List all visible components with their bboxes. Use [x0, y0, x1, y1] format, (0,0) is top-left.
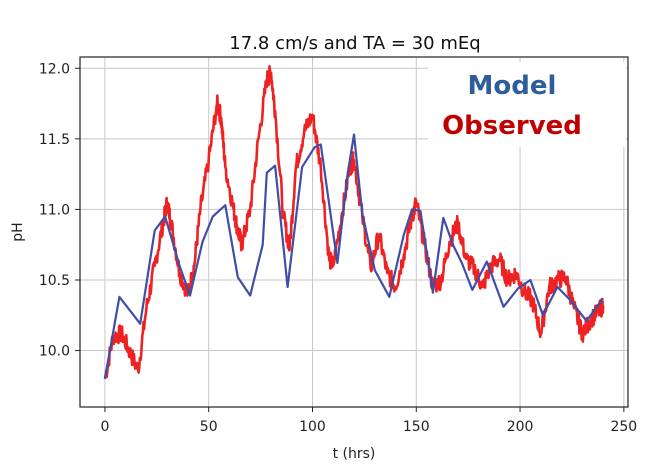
series-observed	[103, 65, 605, 380]
model-line	[103, 133, 604, 379]
chart-title: 17.8 cm/s and TA = 30 mEq	[229, 33, 480, 54]
series-layer	[103, 65, 605, 380]
y-tick-label: 10.0	[39, 344, 70, 360]
x-tick-label: 150	[403, 419, 430, 435]
y-axis-label: pH	[10, 222, 26, 241]
y-tick-label: 11.0	[39, 202, 70, 218]
legend-model: Model	[468, 71, 557, 101]
legend-box	[428, 62, 626, 147]
axis-ticks: 0 50 100 150 200 250 10.0 10.5 11.0 11.5 12.0	[39, 61, 637, 435]
x-tick-label: 50	[200, 419, 218, 435]
series-model	[103, 133, 604, 379]
x-tick-label: 100	[299, 419, 326, 435]
x-tick-label: 200	[507, 419, 534, 435]
x-tick-label: 250	[610, 419, 637, 435]
x-tick-label: 0	[100, 419, 109, 435]
plot-frame	[79, 56, 629, 408]
legend-observed: Observed	[442, 111, 582, 141]
y-tick-label: 10.5	[39, 273, 70, 289]
y-tick-label: 12.0	[39, 61, 70, 77]
x-axis-label: t (hrs)	[333, 446, 376, 462]
y-tick-label: 11.5	[39, 132, 70, 148]
observed-line	[103, 65, 605, 380]
